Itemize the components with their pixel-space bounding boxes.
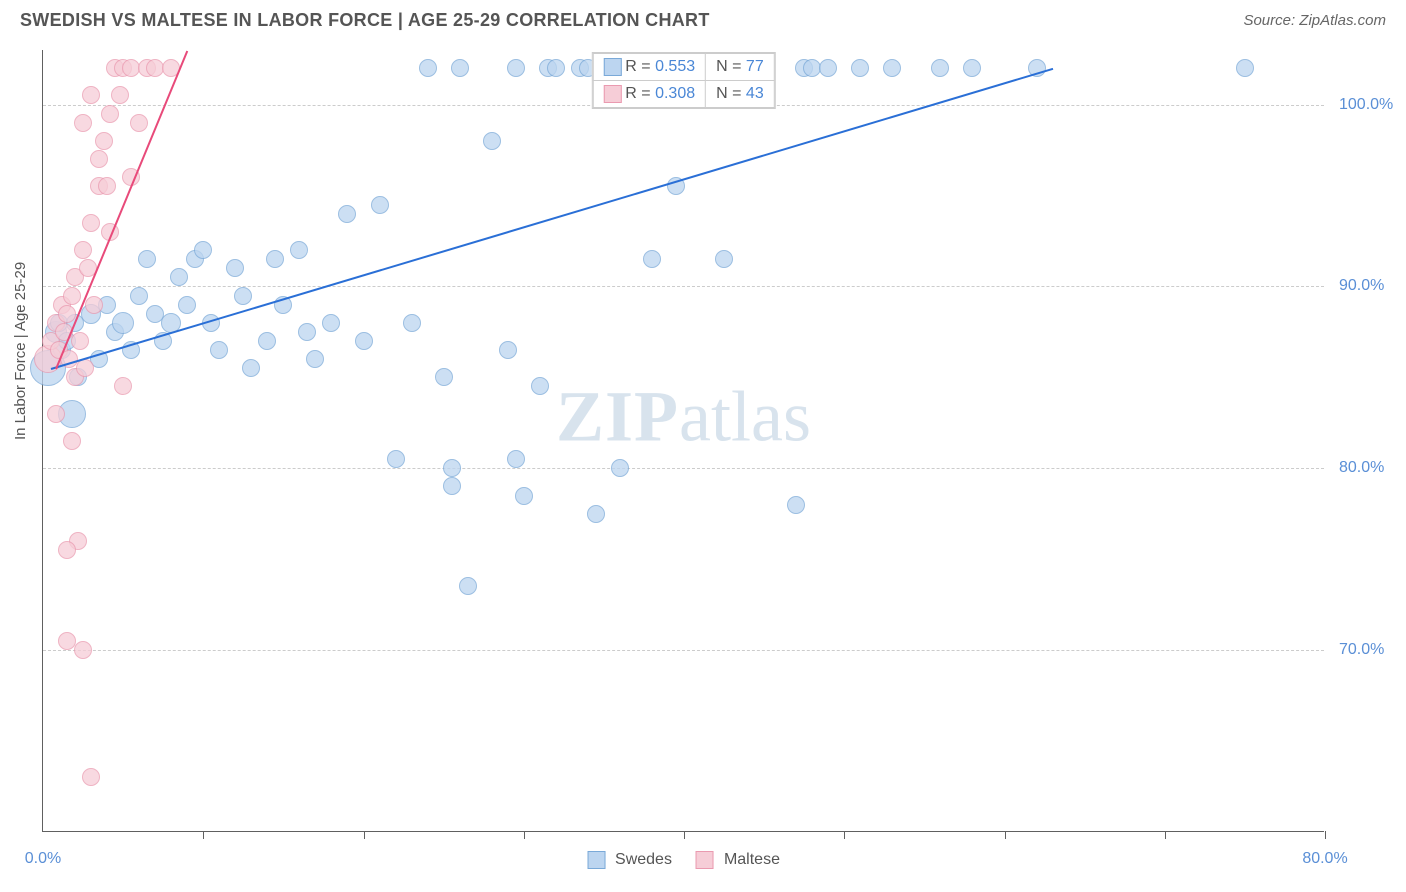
scatter-point	[47, 405, 65, 423]
scatter-point	[242, 359, 260, 377]
scatter-point	[90, 150, 108, 168]
chart-header: SWEDISH VS MALTESE IN LABOR FORCE | AGE …	[0, 0, 1406, 37]
scatter-point	[234, 287, 252, 305]
scatter-point	[306, 350, 324, 368]
scatter-point	[499, 341, 517, 359]
x-tick	[524, 831, 525, 839]
scatter-point	[112, 312, 134, 334]
scatter-point	[643, 250, 661, 268]
scatter-point	[419, 59, 437, 77]
scatter-point	[71, 332, 89, 350]
x-tick	[1005, 831, 1006, 839]
scatter-point	[101, 105, 119, 123]
scatter-point	[587, 505, 605, 523]
legend-item: Maltese	[696, 851, 780, 869]
scatter-point	[85, 296, 103, 314]
x-tick	[364, 831, 365, 839]
scatter-point	[963, 59, 981, 77]
legend-item: Swedes	[587, 851, 672, 869]
scatter-point	[114, 377, 132, 395]
scatter-point	[443, 459, 461, 477]
scatter-point	[194, 241, 212, 259]
scatter-point	[130, 114, 148, 132]
scatter-point	[338, 205, 356, 223]
scatter-point	[170, 268, 188, 286]
scatter-point	[258, 332, 276, 350]
scatter-point	[63, 432, 81, 450]
scatter-point	[787, 496, 805, 514]
scatter-point	[266, 250, 284, 268]
scatter-point	[715, 250, 733, 268]
scatter-point	[435, 368, 453, 386]
scatter-point	[883, 59, 901, 77]
gridline	[43, 650, 1324, 651]
trend-line	[51, 68, 1053, 370]
gridline	[43, 468, 1324, 469]
scatter-point	[547, 59, 565, 77]
x-tick	[1325, 831, 1326, 839]
scatter-point	[226, 259, 244, 277]
scatter-point	[459, 577, 477, 595]
scatter-point	[95, 132, 113, 150]
scatter-point	[451, 59, 469, 77]
scatter-point	[82, 214, 100, 232]
scatter-point	[371, 196, 389, 214]
scatter-point	[58, 541, 76, 559]
scatter-point	[819, 59, 837, 77]
x-tick	[203, 831, 204, 839]
scatter-point	[322, 314, 340, 332]
correlation-legend: R = 0.553N = 77R = 0.308N = 43	[591, 52, 775, 109]
y-tick-label: 70.0%	[1339, 641, 1384, 659]
scatter-point	[931, 59, 949, 77]
y-axis-label: In Labor Force | Age 25-29	[12, 262, 29, 440]
scatter-point	[403, 314, 421, 332]
scatter-point	[82, 86, 100, 104]
scatter-point	[1236, 59, 1254, 77]
scatter-point	[130, 287, 148, 305]
chart-source: Source: ZipAtlas.com	[1243, 12, 1386, 29]
x-tick	[844, 831, 845, 839]
scatter-point	[443, 477, 461, 495]
gridline	[43, 286, 1324, 287]
y-tick-label: 80.0%	[1339, 459, 1384, 477]
scatter-point	[611, 459, 629, 477]
plot-area: ZIPatlas 70.0%80.0%90.0%100.0%0.0%80.0%R…	[42, 50, 1324, 832]
series-legend: Swedes Maltese	[587, 851, 780, 869]
x-tick	[1165, 831, 1166, 839]
scatter-point	[210, 341, 228, 359]
scatter-point	[74, 241, 92, 259]
scatter-point	[178, 296, 196, 314]
scatter-point	[851, 59, 869, 77]
scatter-point	[111, 86, 129, 104]
x-tick-label: 80.0%	[1302, 850, 1347, 868]
scatter-point	[63, 287, 81, 305]
scatter-point	[138, 250, 156, 268]
scatter-point	[74, 114, 92, 132]
scatter-point	[298, 323, 316, 341]
scatter-point	[483, 132, 501, 150]
y-tick-label: 90.0%	[1339, 277, 1384, 295]
watermark: ZIPatlas	[556, 376, 811, 459]
scatter-point	[74, 641, 92, 659]
x-tick	[684, 831, 685, 839]
scatter-point	[76, 359, 94, 377]
y-tick-label: 100.0%	[1339, 96, 1393, 114]
scatter-point	[355, 332, 373, 350]
scatter-point	[531, 377, 549, 395]
scatter-point	[507, 59, 525, 77]
watermark-bold: ZIP	[556, 377, 679, 457]
scatter-point	[507, 450, 525, 468]
x-tick-label: 0.0%	[25, 850, 61, 868]
scatter-point	[58, 305, 76, 323]
scatter-point	[82, 768, 100, 786]
scatter-point	[387, 450, 405, 468]
scatter-point	[290, 241, 308, 259]
scatter-point	[98, 177, 116, 195]
scatter-point	[515, 487, 533, 505]
chart-title: SWEDISH VS MALTESE IN LABOR FORCE | AGE …	[20, 10, 710, 31]
watermark-rest: atlas	[679, 377, 811, 457]
